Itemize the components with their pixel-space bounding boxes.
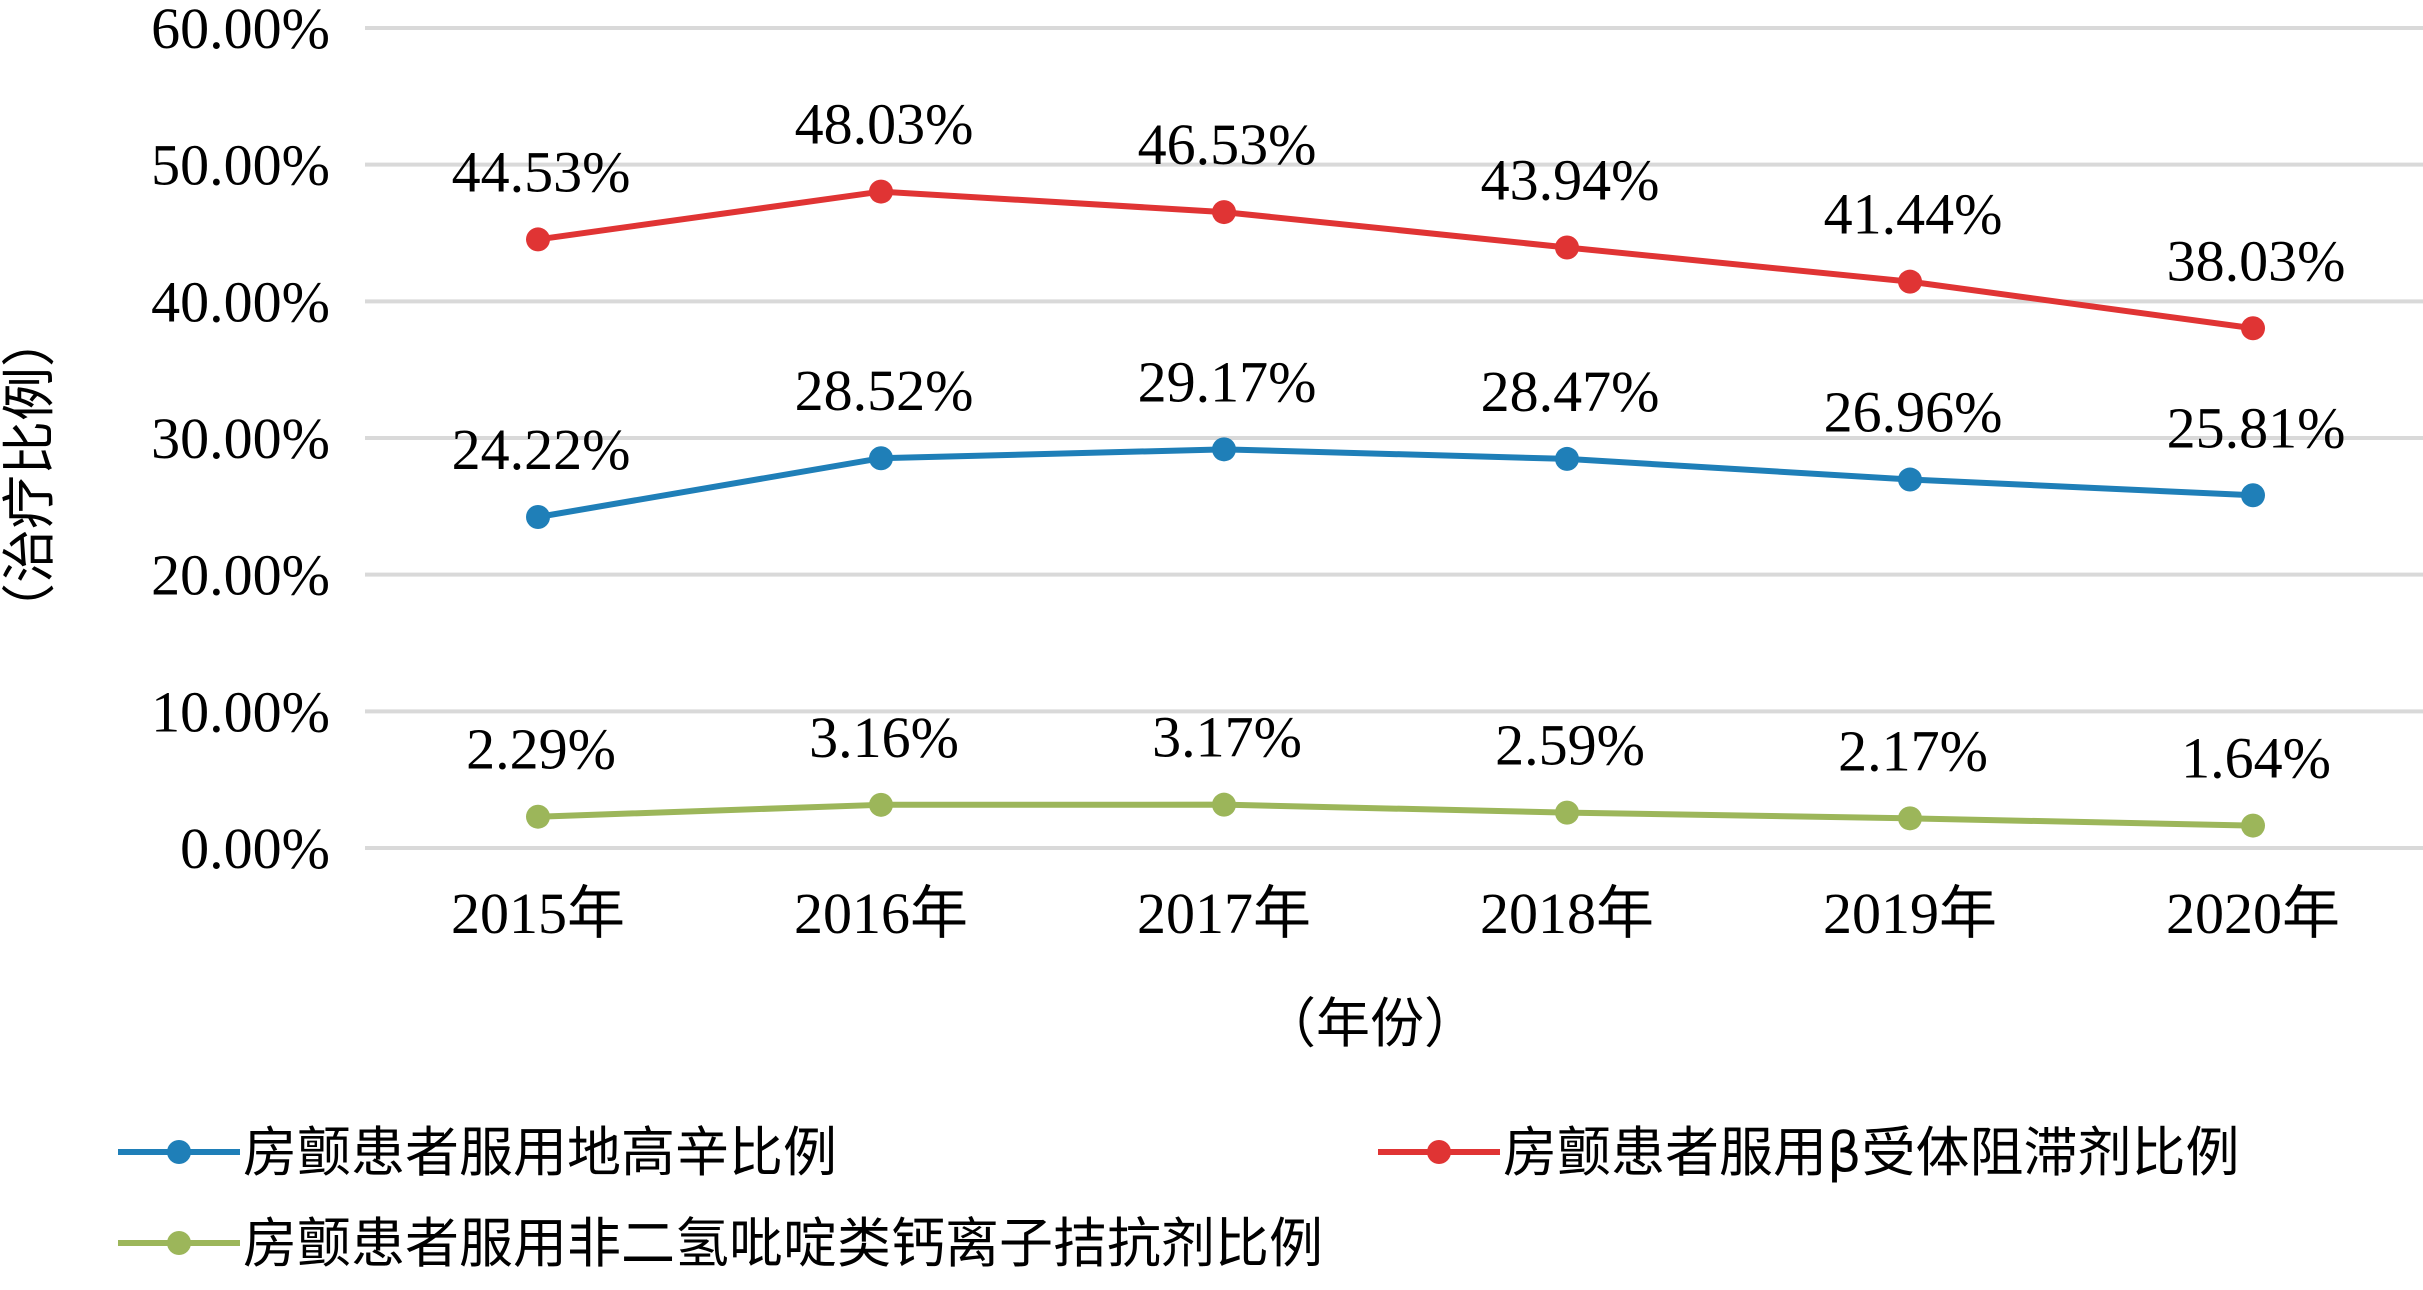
legend-swatch-marker (1427, 1140, 1451, 1164)
data-point (2241, 316, 2265, 341)
legend-item: 房颤患者服用β受体阻滞剂比例 (1378, 1121, 2239, 1184)
data-label: 25.81% (2167, 395, 2346, 460)
data-label: 3.16% (809, 705, 959, 770)
legend-label: 房颤患者服用地高辛比例 (243, 1121, 837, 1184)
data-label: 2.17% (1838, 718, 1988, 783)
legend-item: 房颤患者服用地高辛比例 (118, 1121, 837, 1184)
data-label: 28.47% (1481, 359, 1660, 424)
data-point (526, 504, 550, 529)
data-point (526, 804, 550, 829)
legend-label: 房颤患者服用非二氢吡啶类钙离子拮抗剂比例 (243, 1212, 1323, 1275)
data-label: 2.59% (1495, 713, 1645, 778)
data-point (1555, 235, 1579, 260)
y-tick-label: 30.00% (151, 406, 330, 471)
y-tick-label: 40.00% (151, 269, 330, 334)
data-point (2241, 813, 2265, 838)
data-label: 2.29% (466, 717, 616, 782)
data-point (1898, 269, 1922, 294)
series-line (537, 801, 2254, 829)
y-tick-label: 60.00% (151, 0, 330, 61)
legend-swatch-marker (167, 1231, 191, 1255)
data-point (869, 792, 893, 817)
x-tick-label: 2018年 (1480, 881, 1654, 946)
data-point (1898, 806, 1922, 831)
data-label: 26.96% (1824, 380, 2003, 445)
legend: 房颤患者服用地高辛比例 房颤患者服用β受体阻滞剂比例房颤患者服用非二氢吡啶类钙离子… (118, 1121, 2239, 1275)
data-point (869, 446, 893, 471)
gridlines (365, 26, 2423, 850)
data-label: 46.53% (1138, 112, 1317, 177)
legend-swatch-marker (167, 1140, 191, 1164)
data-point (1555, 800, 1579, 825)
data-point (526, 227, 550, 252)
y-tick-label: 20.00% (151, 543, 330, 608)
x-axis-title: （年份） (1262, 992, 1478, 1055)
data-labels: 24.22% 28.52% 29.17% 28.47% 26.96% 25.81% 44.5… (452, 92, 2346, 791)
data-label: 48.03% (795, 92, 974, 157)
y-tick-label: 0.00% (180, 816, 330, 881)
data-label: 43.94% (1481, 147, 1660, 212)
data-point (1212, 437, 1236, 462)
data-label: 41.44% (1824, 182, 2003, 247)
x-tick-label: 2016年 (794, 881, 968, 946)
data-point (1898, 467, 1922, 492)
data-label: 44.53% (452, 139, 631, 204)
x-tick-label: 2015年 (451, 881, 625, 946)
y-tick-label: 10.00% (151, 679, 330, 744)
data-point (869, 179, 893, 204)
series-lines (526, 179, 2265, 838)
series-line (537, 188, 2254, 332)
y-axis-title: （治疗比例） (0, 313, 61, 637)
legend-item: 房颤患者服用非二氢吡啶类钙离子拮抗剂比例 (118, 1212, 1323, 1275)
legend-label: 房颤患者服用β受体阻滞剂比例 (1503, 1121, 2239, 1184)
data-point (1212, 792, 1236, 817)
data-point (2241, 483, 2265, 508)
data-label: 1.64% (2181, 726, 2331, 791)
data-label: 38.03% (2167, 228, 2346, 293)
data-label: 24.22% (452, 417, 631, 482)
data-label: 3.17% (1152, 705, 1302, 770)
x-tick-label: 2019年 (1823, 881, 1997, 946)
y-axis-tick-labels: 0.00% 10.00% 20.00% 30.00% 40.00% 50.00% 60.00… (151, 0, 330, 881)
data-point (1555, 446, 1579, 471)
series-line (537, 446, 2254, 520)
data-point (1212, 200, 1236, 225)
y-tick-label: 50.00% (151, 133, 330, 198)
data-label: 28.52% (795, 358, 974, 423)
x-tick-label: 2020年 (2166, 881, 2340, 946)
data-label: 29.17% (1138, 349, 1317, 414)
x-axis-tick-labels: 2015年 2016年 2017年 2018年 2019年 2020年 (451, 881, 2340, 946)
x-tick-label: 2017年 (1137, 881, 1311, 946)
